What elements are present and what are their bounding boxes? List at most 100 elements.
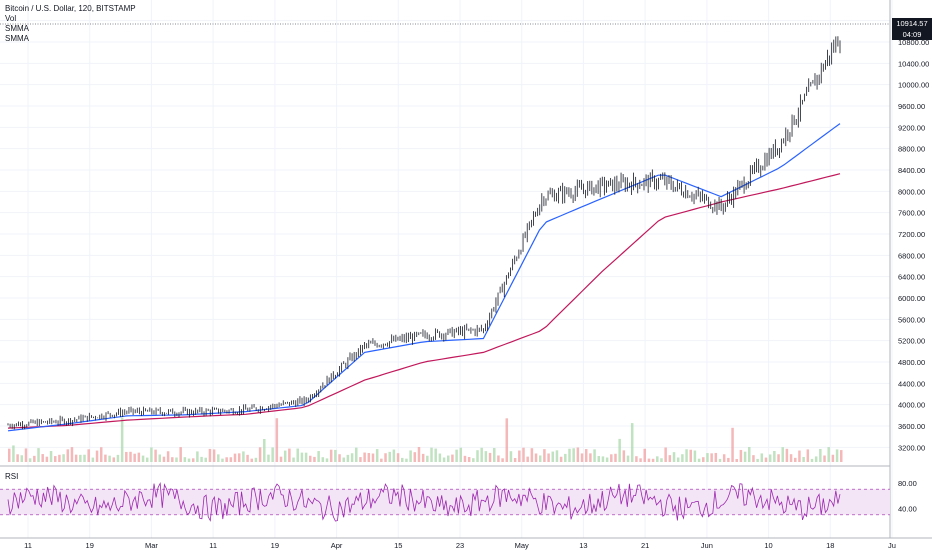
volume-bar (789, 454, 793, 462)
volume-bar (689, 449, 692, 462)
volume-bar (451, 454, 454, 462)
volume-bar (463, 455, 467, 462)
rsi-tick-upper: 80.00 (898, 479, 917, 488)
volume-bar (263, 439, 266, 462)
smma-indicator-label-1[interactable]: SMMA (5, 24, 29, 33)
volume-bar (676, 457, 680, 462)
volume-bar (718, 458, 722, 462)
volume-bar (589, 453, 592, 462)
volume-bar (246, 454, 249, 462)
volume-bar (321, 457, 325, 462)
volume-bar (12, 445, 15, 462)
volume-bar (162, 456, 166, 462)
volume-bar (334, 449, 337, 462)
volume-bar (338, 454, 341, 462)
rsi-path (7, 482, 841, 522)
volume-bar (401, 457, 404, 462)
volume-bar (697, 458, 701, 462)
volume-bar (626, 455, 630, 462)
volume-bar (530, 448, 534, 462)
volume-bar (635, 456, 638, 462)
volume-bar (200, 456, 203, 462)
volume-bar (359, 457, 362, 462)
volume-bar (171, 457, 174, 462)
rsi-axis[interactable]: 80.00 40.00 (898, 479, 917, 514)
volume-bar (568, 448, 571, 462)
volume-bar (472, 458, 475, 462)
volume-bar (150, 447, 153, 462)
volume-bar (831, 454, 835, 462)
price-tick-label: 10800.00 (898, 38, 929, 47)
symbol-title[interactable]: Bitcoin / U.S. Dollar, 120, BITSTAMP (5, 4, 136, 13)
volume-bar (714, 452, 718, 462)
time-axis[interactable]: 11 19 Mar 11 19 Apr 15 23 May 13 21 Jun 10 18 Ju (24, 541, 896, 550)
volume-bar (605, 457, 609, 462)
volume-bar (643, 448, 646, 462)
volume-bar (317, 451, 320, 462)
volume-bar (409, 450, 412, 462)
price-tick-label: 6000.00 (898, 294, 925, 303)
volume-bar (538, 455, 542, 462)
volume-bar (664, 447, 667, 462)
volume-bar (342, 457, 345, 462)
volume-bar (363, 452, 366, 462)
volume-bar (191, 458, 195, 462)
volume-bar (547, 453, 550, 462)
smma-indicator-label-2[interactable]: SMMA (5, 34, 29, 43)
time-tick-label: Jun (701, 541, 713, 550)
volume-bar (522, 447, 525, 462)
volume-bar (647, 458, 651, 462)
volume-bar (325, 458, 329, 462)
volume-bar (488, 452, 492, 462)
price-axis[interactable]: 11200.0010800.0010400.0010000.009600.009… (898, 17, 929, 453)
chart-grid (0, 0, 893, 538)
price-tick-label: 7600.00 (898, 209, 925, 218)
volume-bar (572, 448, 575, 462)
volume-bar (250, 458, 253, 462)
volume-bar (610, 454, 613, 462)
volume-bar (501, 458, 504, 462)
volume-bar (417, 447, 421, 462)
volume-bar (49, 451, 53, 462)
volume-bar (551, 451, 555, 462)
volume-bar (513, 458, 517, 462)
time-tick-label: 21 (641, 541, 649, 550)
volume-bars (8, 417, 843, 462)
volume-bar (196, 451, 199, 462)
volume-bar (534, 453, 538, 462)
volume-bar (639, 458, 642, 462)
volume-bar (16, 454, 19, 462)
volume-bar (384, 453, 387, 462)
rsi-band (0, 488, 890, 516)
volume-bar (597, 456, 601, 462)
volume-bar (53, 456, 57, 462)
time-tick-label: 19 (86, 541, 94, 550)
vol-indicator-label[interactable]: Vol (5, 14, 17, 23)
price-tick-label: 8000.00 (898, 187, 925, 196)
volume-bar (133, 453, 136, 462)
rsi-indicator-label[interactable]: RSI (5, 472, 19, 481)
volume-bar (392, 449, 396, 462)
volume-bar (62, 454, 65, 462)
volume-bar (58, 454, 61, 462)
volume-bar (446, 455, 450, 462)
volume-bar (722, 454, 726, 462)
volume-bar (375, 449, 379, 462)
volume-bar (187, 458, 191, 462)
price-tick-label: 10000.00 (898, 81, 929, 90)
rsi-band-fill (0, 489, 890, 515)
volume-bar (798, 450, 801, 462)
time-tick-label: 11 (24, 541, 32, 550)
volume-bar (221, 458, 224, 462)
volume-bar (367, 453, 371, 462)
volume-bar (434, 448, 437, 462)
volume-bar (313, 456, 316, 462)
volume-bar (814, 456, 818, 462)
volume-bar (459, 447, 463, 462)
volume-bar (810, 458, 814, 462)
volume-bar (388, 451, 391, 462)
volume-bar (166, 451, 170, 462)
volume-bar (777, 454, 780, 462)
volume-bar (350, 453, 354, 462)
